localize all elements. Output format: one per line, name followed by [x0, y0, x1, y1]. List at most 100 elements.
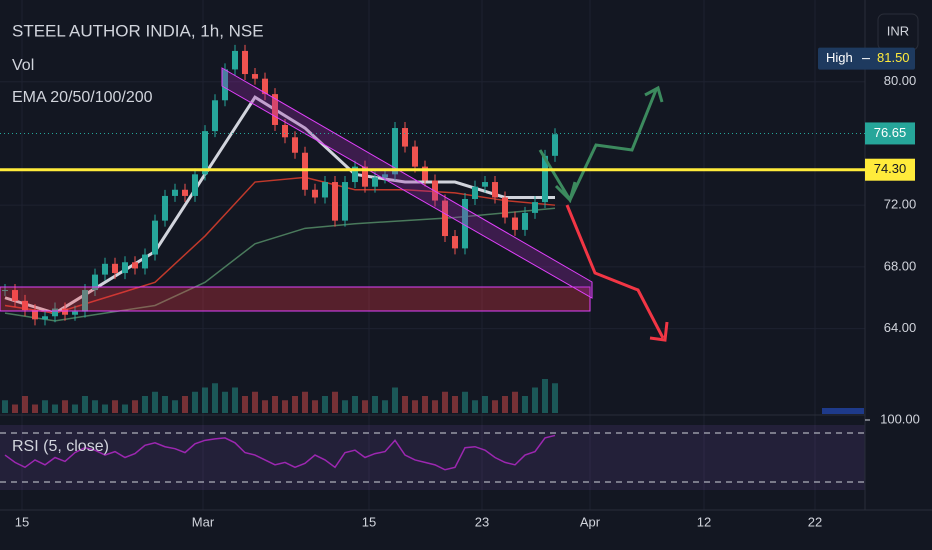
volume-bar [512, 391, 518, 413]
candle-body [82, 290, 88, 312]
x-tick-label: 22 [808, 514, 822, 529]
volume-bar [352, 396, 358, 413]
volume-bar [22, 396, 28, 413]
volume-bar [522, 396, 528, 413]
candle-body [482, 182, 488, 187]
volume-bar [262, 400, 268, 413]
currency[interactable]: INR [887, 23, 909, 38]
candle-body [2, 290, 8, 292]
volume-bar [362, 400, 368, 413]
volume-bar [72, 404, 78, 413]
indicator-label: Vol [12, 57, 34, 74]
candle-body [552, 134, 558, 156]
volume-bar [182, 396, 188, 413]
candle-body [212, 100, 218, 132]
high-value: 81.50 [877, 50, 910, 65]
volume-bar [322, 396, 328, 413]
rsi-pane [0, 425, 865, 490]
candle-body [132, 262, 138, 269]
candle-body [252, 74, 258, 79]
bull-arrow [538, 85, 664, 204]
candle-body [192, 174, 198, 196]
volume-bar [132, 400, 138, 413]
volume-bar [112, 400, 118, 413]
candle-body [352, 166, 358, 183]
volume-bar [212, 383, 218, 413]
volume-bar [222, 391, 228, 413]
candle-body [362, 166, 368, 187]
last-price-tag [865, 122, 915, 145]
indicator-label: EMA 20/50/100/200 [12, 89, 153, 106]
volume-bar [462, 391, 468, 413]
candle-body [42, 316, 48, 320]
scroll-indicator [822, 408, 864, 414]
candle-body [322, 182, 328, 198]
candle-body [452, 236, 458, 249]
candle-body [272, 94, 278, 125]
candle-body [382, 174, 388, 178]
candle-body [532, 202, 538, 213]
candle-body [22, 300, 28, 311]
candle-body [242, 50, 248, 75]
volume-bar [372, 396, 378, 413]
candle-body [442, 200, 448, 237]
candle-body [522, 212, 528, 230]
volume-bar [232, 387, 238, 413]
last-price-label: 76.65 [874, 125, 907, 140]
candle-body [422, 166, 428, 181]
volume-bar [122, 404, 128, 413]
volume-bar [192, 391, 198, 413]
candle-body [262, 78, 268, 95]
level-label: 74.30 [874, 161, 907, 176]
candle-body [402, 128, 408, 147]
rsi-upper-label: 100.00 [880, 411, 920, 426]
volume-bar [472, 400, 478, 413]
candle-body [232, 50, 238, 70]
x-tick-label: 15 [15, 514, 29, 529]
candle-body [152, 220, 158, 255]
volume-bar [12, 404, 18, 413]
candle-body [72, 311, 78, 315]
volume-bar [542, 379, 548, 413]
volume-bar [532, 387, 538, 413]
volume-bar [342, 400, 348, 413]
volume-bar [2, 400, 8, 413]
volume-bar [42, 400, 48, 413]
candle-body [432, 180, 438, 201]
candle-body [472, 186, 478, 200]
volume-bar [142, 396, 148, 413]
candle-body [202, 131, 208, 175]
volume-bar [202, 387, 208, 413]
candle-body [52, 308, 58, 317]
candle-body [172, 189, 178, 196]
volume-bar [432, 400, 438, 413]
candle-body [332, 182, 338, 221]
channel [221, 67, 593, 299]
candle-body [62, 308, 68, 315]
volume-bar [302, 391, 308, 413]
volume-bar [332, 391, 338, 413]
candle-body [112, 263, 118, 274]
candle-body [222, 69, 228, 101]
candle-body [182, 189, 188, 196]
y-tick-label: 64.00 [884, 320, 917, 335]
volume-bar [252, 391, 258, 413]
volume-bar [152, 391, 158, 413]
volume-bar [482, 396, 488, 413]
x-tick-label: Mar [192, 514, 215, 529]
level-tag [865, 158, 915, 181]
x-tick-label: Apr [580, 514, 601, 529]
volume-bar [92, 400, 98, 413]
symbol-title: STEEL AUTHOR INDIA, 1h, NSE [12, 21, 264, 40]
x-tick-label: 23 [475, 514, 489, 529]
candle-body [102, 263, 108, 275]
candle-body [282, 124, 288, 138]
candle-body [372, 177, 378, 187]
volume-bar [162, 396, 168, 413]
volume-bar [172, 400, 178, 413]
x-tick-label: 15 [362, 514, 376, 529]
candle-body [32, 310, 38, 320]
volume-bar [502, 396, 508, 413]
volume-bar [402, 396, 408, 413]
